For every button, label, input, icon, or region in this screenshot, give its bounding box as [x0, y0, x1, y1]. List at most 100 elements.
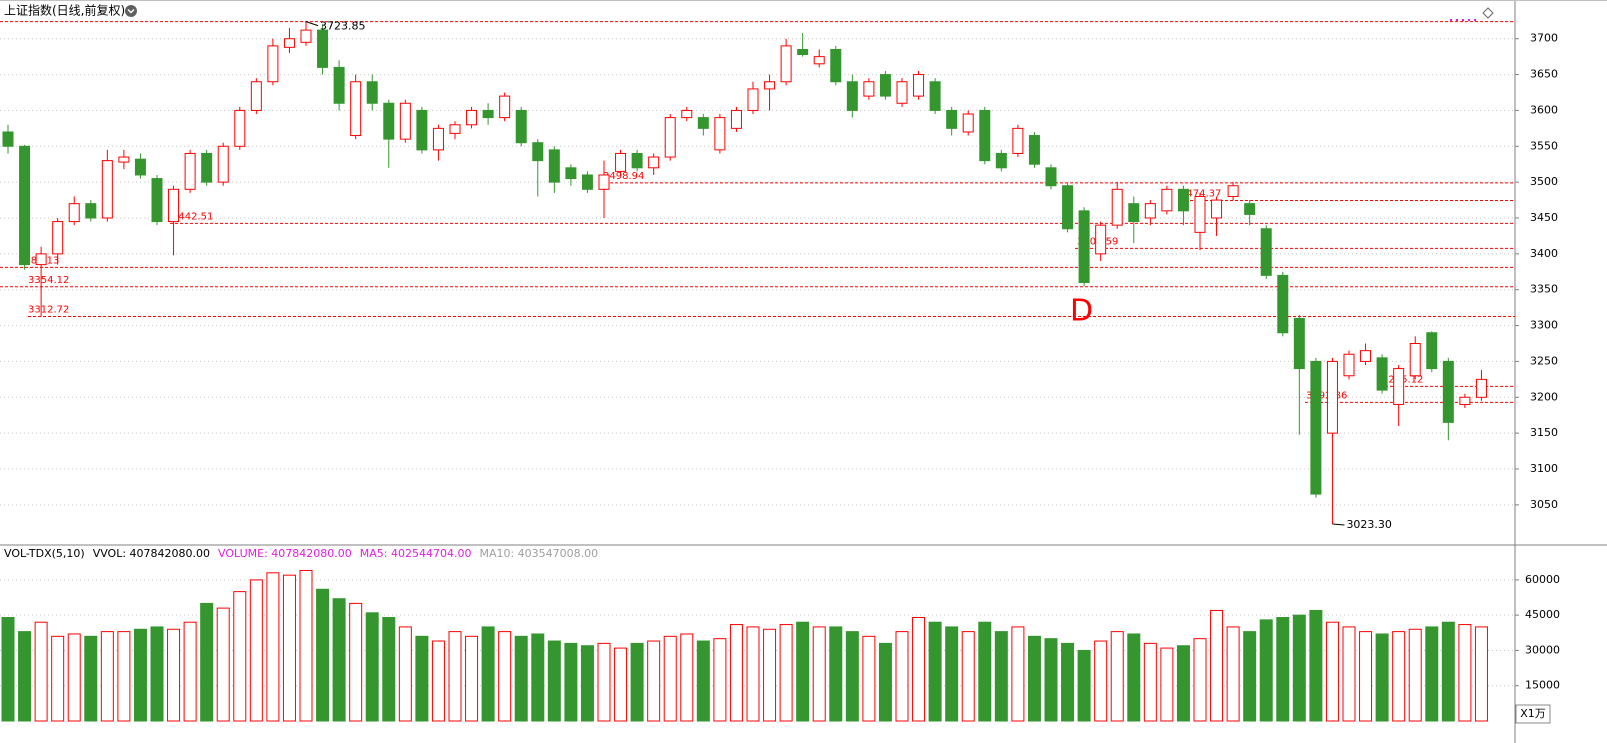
- volume-bar: [1210, 609, 1224, 722]
- volume-bar: [1011, 626, 1025, 722]
- volume-bar: [1375, 633, 1389, 722]
- candle-body: [1177, 188, 1189, 212]
- y-tick-label: 45000: [1525, 608, 1560, 621]
- candle-body: [1111, 188, 1123, 226]
- volume-bar: [233, 591, 247, 722]
- volume-bar: [133, 628, 147, 722]
- y-tick-label: 3450: [1530, 211, 1558, 224]
- candle-body: [151, 178, 163, 223]
- candle-body: [1326, 360, 1338, 434]
- volume-bar: [51, 635, 65, 722]
- high-arrow: [305, 21, 319, 27]
- candle-body: [1343, 353, 1355, 377]
- candle-body: [52, 221, 64, 255]
- y-tick-label: 3500: [1530, 175, 1558, 188]
- volume-bar: [18, 631, 32, 722]
- candle-body: [1028, 135, 1040, 165]
- volume-bar: [696, 640, 710, 722]
- volume-bar: [1309, 609, 1323, 722]
- volume-bar: [1, 617, 15, 722]
- candle-body: [1078, 210, 1090, 284]
- volume-bar: [382, 617, 396, 722]
- candle-body: [416, 109, 428, 151]
- unit-label: X1万: [1520, 707, 1546, 720]
- volume-bar: [796, 621, 810, 722]
- volume-bar: [1276, 617, 1290, 722]
- candle-body: [168, 188, 180, 223]
- candle-body: [1227, 185, 1239, 197]
- indicator-header: MA5: 402544704.00: [360, 547, 472, 560]
- volume-bar: [945, 626, 959, 722]
- volume-bar: [994, 631, 1008, 722]
- candle-body: [85, 203, 97, 219]
- candle-body: [1475, 378, 1487, 398]
- candle-body: [1161, 188, 1173, 212]
- candle-body: [813, 56, 825, 65]
- candle-body: [929, 81, 941, 111]
- candle-body: [1211, 199, 1223, 219]
- y-tick-label: 3600: [1530, 103, 1558, 116]
- volume-bar: [680, 633, 694, 722]
- level-label: 3442.51: [172, 211, 213, 222]
- low-arrow: [1332, 523, 1345, 526]
- candle-body: [35, 253, 47, 266]
- y-tick-label: 3650: [1530, 68, 1558, 81]
- level-label: 3192.86: [1306, 390, 1347, 401]
- volume-bar: [1408, 628, 1422, 722]
- candle-body: [482, 109, 494, 119]
- candle-body: [68, 203, 80, 223]
- menu-icon[interactable]: [125, 5, 137, 17]
- unit-box: [1515, 704, 1551, 724]
- candle-body: [548, 149, 560, 183]
- y-tick-label: 3250: [1530, 354, 1558, 367]
- volume-bar: [779, 624, 793, 722]
- candle-body: [1376, 357, 1388, 391]
- volume-bar: [746, 626, 760, 722]
- candle-body: [846, 81, 858, 111]
- candle-body: [101, 160, 113, 219]
- high-label: 3723.85: [320, 20, 366, 33]
- indicator-header: VOL-TDX(5,10): [4, 547, 85, 560]
- volume-bar: [299, 569, 313, 722]
- volume-bar: [961, 631, 975, 722]
- candle-body: [333, 66, 345, 104]
- volume-bar: [465, 635, 479, 722]
- y-tick-label: 3150: [1530, 426, 1558, 439]
- volume-bar: [1392, 631, 1406, 722]
- candle-body: [648, 156, 660, 169]
- candle-body: [1045, 167, 1057, 187]
- volume-bar: [1044, 638, 1058, 722]
- volume-bar: [514, 635, 528, 722]
- volume-bar: [200, 602, 214, 722]
- volume-bar: [663, 635, 677, 722]
- volume-bar: [1243, 631, 1257, 722]
- candle-body: [714, 117, 726, 151]
- candle-body: [946, 109, 958, 129]
- y-tick-label: 30000: [1525, 643, 1560, 656]
- candle-body: [449, 124, 461, 134]
- candle-body: [317, 29, 329, 68]
- candle-body: [366, 81, 378, 104]
- candle-body: [432, 127, 444, 151]
- candle-body: [1144, 203, 1156, 219]
- volume-bar: [117, 631, 131, 722]
- volume-bar: [1226, 626, 1240, 722]
- candle-body: [1442, 360, 1454, 423]
- volume-bar: [150, 626, 164, 722]
- level-label: 3312.72: [28, 304, 69, 315]
- y-tick-label: 3350: [1530, 283, 1558, 296]
- diamond-icon[interactable]: [1482, 7, 1494, 19]
- indicator-header: VVOL: 407842080.00: [93, 547, 210, 560]
- candle-body: [1194, 195, 1206, 233]
- candle-body: [581, 174, 593, 190]
- candle-body: [201, 152, 213, 183]
- candle-body: [267, 45, 279, 83]
- volume-bar: [1458, 624, 1472, 722]
- volume-bar: [398, 626, 412, 722]
- candle-body: [532, 142, 544, 162]
- candle-body: [730, 109, 742, 129]
- volume-bar: [564, 642, 578, 722]
- candle-body: [913, 74, 925, 97]
- candle-body: [565, 167, 577, 180]
- candle-body: [1360, 350, 1372, 362]
